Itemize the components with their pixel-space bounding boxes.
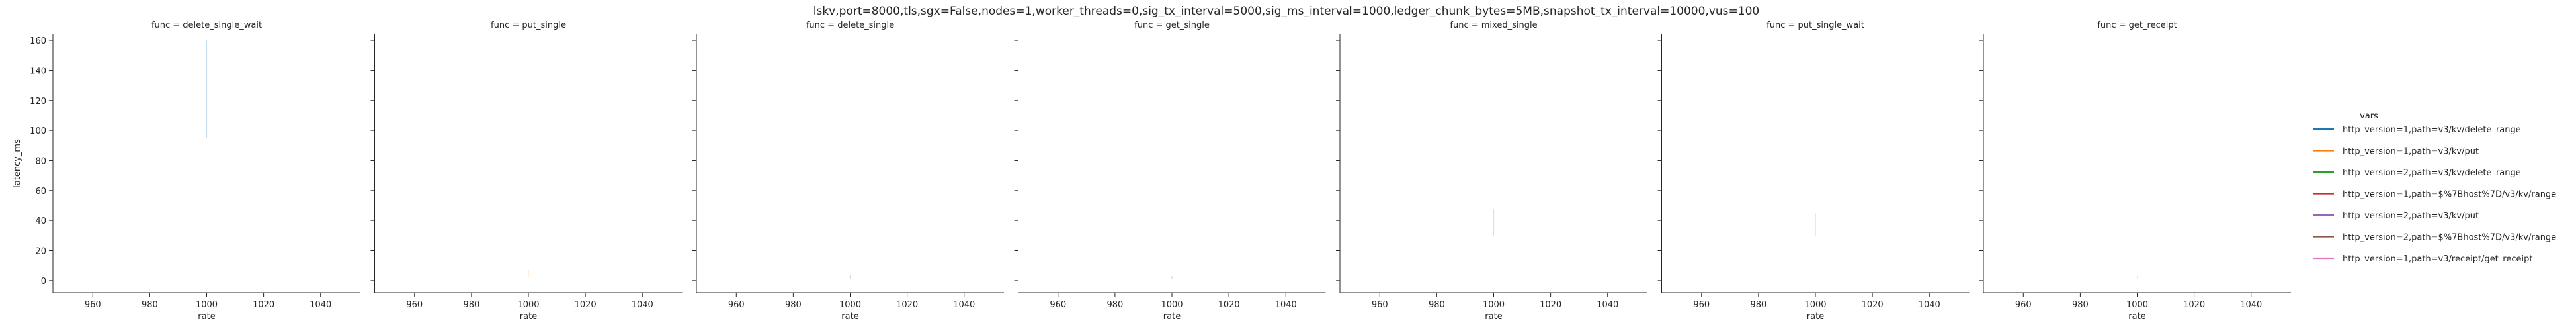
- facet-title: func = get_single: [1134, 21, 1210, 30]
- facet-3: func = delete_single 960 980 1000 1020 1040 ra…: [692, 21, 1004, 322]
- facet-title: func = put_single_wait: [1766, 21, 1864, 30]
- facet-title: func = delete_single: [806, 21, 894, 30]
- facet-title: func = put_single: [491, 21, 566, 30]
- x-axis-label: rate: [520, 312, 537, 322]
- legend-entry: http_version=1,path=v3/kv/delete_range: [2343, 125, 2521, 135]
- x-tick-label: 1020: [253, 300, 274, 310]
- x-tick-label: 960: [728, 300, 745, 310]
- x-tick-label: 980: [1106, 300, 1123, 310]
- facets: func = delete_single_wait 0 20 40 60 80 100 120…: [13, 21, 2291, 322]
- x-tick-label: 1020: [1862, 300, 1884, 310]
- x-tick-label: 1040: [2240, 300, 2262, 310]
- y-tick-label: 120: [30, 97, 46, 107]
- y-tick-label: 160: [30, 36, 46, 46]
- x-axis-label: rate: [841, 312, 858, 322]
- x-tick-label: 980: [463, 300, 479, 310]
- x-axis-label: rate: [198, 312, 215, 322]
- legend-entry: http_version=2,path=v3/kv/delete_range: [2343, 168, 2521, 178]
- facet-5: func = mixed_single 960 980 1000 1020 1040 rat…: [1336, 21, 1647, 322]
- legend: vars http_version=1,path=v3/kv/delete_ra…: [2313, 111, 2556, 264]
- x-tick-label: 1000: [196, 300, 218, 310]
- facet-4: func = get_single 960 980 1000 1020 1040 rate: [1014, 21, 1326, 322]
- facet-1: func = delete_single_wait 0 20 40 60 80 100 120…: [13, 21, 360, 322]
- x-tick-label: 1040: [1597, 300, 1618, 310]
- x-tick-label: 1040: [632, 300, 653, 310]
- facet-title: func = mixed_single: [1450, 21, 1537, 30]
- x-tick-label: 1000: [1161, 300, 1183, 310]
- x-tick-label: 1020: [1218, 300, 1240, 310]
- figure-title: lskv,port=8000,tls,sgx=False,nodes=1,wor…: [813, 5, 1759, 18]
- x-axis-label: rate: [1807, 312, 1824, 322]
- facet-title: func = delete_single_wait: [151, 21, 262, 30]
- x-tick-label: 1040: [953, 300, 975, 310]
- x-tick-label: 1040: [1919, 300, 1940, 310]
- x-tick-label: 980: [2072, 300, 2089, 310]
- facet-title: func = get_receipt: [2097, 21, 2177, 30]
- legend-entry: http_version=2,path=$%7Bhost%7D/v3/kv/ra…: [2343, 233, 2556, 243]
- x-tick-label: 1020: [1540, 300, 1561, 310]
- x-tick-label: 1020: [896, 300, 918, 310]
- facet-2: func = put_single 960 980 1000 1020 1040 rate: [370, 21, 683, 322]
- x-tick-label: 960: [1693, 300, 1710, 310]
- x-tick-label: 1000: [1483, 300, 1505, 310]
- legend-title: vars: [2360, 111, 2378, 121]
- y-tick-label: 40: [35, 216, 46, 226]
- y-axis-label: latency_ms: [13, 139, 22, 188]
- facet-7: func = get_receipt 960 980 1000 1020 1040 rate: [1979, 21, 2291, 322]
- x-tick-label: 960: [1372, 300, 1388, 310]
- x-tick-label: 1020: [575, 300, 597, 310]
- legend-entry: http_version=1,path=$%7Bhost%7D/v3/kv/ra…: [2343, 190, 2556, 200]
- x-tick-label: 980: [1750, 300, 1766, 310]
- x-axis-label: rate: [2128, 312, 2145, 322]
- legend-entry: http_version=1,path=v3/kv/put: [2343, 147, 2479, 157]
- x-tick-label: 980: [785, 300, 802, 310]
- x-tick-label: 960: [85, 300, 101, 310]
- y-tick-label: 60: [35, 187, 46, 197]
- y-tick-label: 0: [41, 277, 46, 287]
- x-axis-label: rate: [1485, 312, 1502, 322]
- x-axis-label: rate: [1163, 312, 1181, 322]
- x-tick-label: 1000: [1804, 300, 1826, 310]
- x-tick-label: 1040: [1275, 300, 1297, 310]
- legend-entry: http_version=2,path=v3/kv/put: [2343, 211, 2479, 221]
- x-tick-label: 1000: [839, 300, 861, 310]
- x-tick-label: 1000: [2126, 300, 2148, 310]
- y-tick-label: 80: [35, 156, 46, 166]
- x-tick-label: 960: [406, 300, 423, 310]
- facet-6: func = put_single_wait 960 980 1000 1020 1040…: [1657, 21, 1970, 322]
- x-tick-label: 960: [2015, 300, 2032, 310]
- y-tick-label: 20: [35, 247, 46, 257]
- y-tick-label: 100: [30, 126, 46, 136]
- x-tick-label: 1000: [517, 300, 539, 310]
- legend-entry: http_version=1,path=v3/receipt/get_recei…: [2343, 254, 2532, 264]
- x-tick-label: 980: [1429, 300, 1445, 310]
- y-tick-label: 140: [30, 66, 46, 76]
- x-tick-label: 960: [1050, 300, 1066, 310]
- x-tick-label: 1040: [310, 300, 331, 310]
- x-tick-label: 1020: [2183, 300, 2205, 310]
- x-tick-label: 980: [142, 300, 158, 310]
